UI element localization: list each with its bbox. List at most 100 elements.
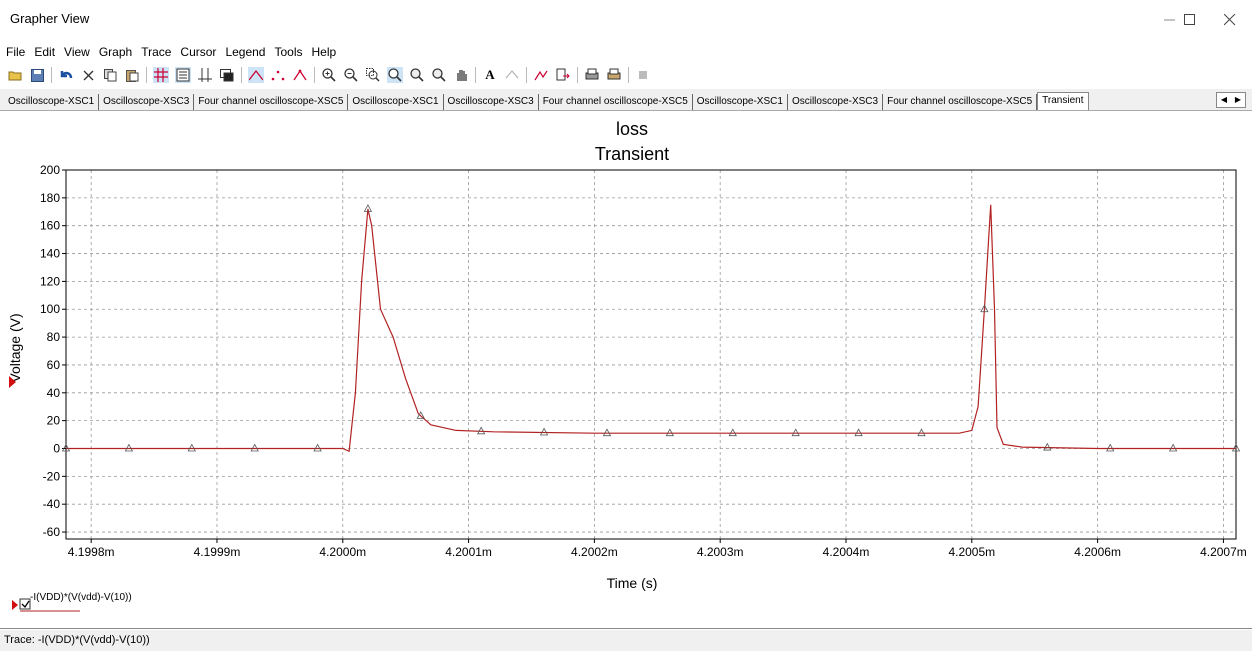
x-tick-label: 4.2002m: [571, 545, 618, 559]
y-axis-label: Voltage (V): [7, 313, 23, 382]
legend-checkbox[interactable]: [19, 598, 31, 610]
menu-legend[interactable]: Legend: [225, 45, 266, 59]
tab-oscilloscope-xsc3[interactable]: Oscilloscope-XSC3: [443, 94, 539, 110]
trace-marker: [124, 443, 134, 452]
scroll-left-icon[interactable]: ◀: [1220, 95, 1228, 104]
zoom-y-icon[interactable]: [431, 67, 447, 83]
y-tick-label: 20: [47, 414, 61, 428]
print-preview-icon[interactable]: [606, 67, 622, 83]
y-tick-label: 100: [40, 302, 60, 316]
x-tick-label: 4.2001m: [445, 545, 492, 559]
window-title: Grapher View: [10, 11, 90, 26]
stop-icon[interactable]: [635, 67, 651, 83]
grid-toggle-icon[interactable]: [153, 67, 169, 83]
trace-marker: [539, 427, 549, 436]
tab-scroll-control: ◀ ▶: [1216, 92, 1246, 108]
trace-marker: [602, 428, 612, 437]
toolbar-separator: [51, 67, 52, 83]
trace-marker: [1231, 443, 1241, 452]
y-tick-label: -20: [43, 469, 61, 483]
grid-lines: [62, 169, 1236, 543]
tab-oscilloscope-xsc1[interactable]: Oscilloscope-XSC1: [692, 94, 788, 110]
y-tick-label: 160: [40, 219, 60, 233]
menu-view[interactable]: View: [64, 45, 90, 59]
y-tick-label: -60: [43, 525, 61, 539]
label-icon[interactable]: [504, 67, 520, 83]
menu-cursor[interactable]: Cursor: [180, 45, 217, 59]
menu-graph[interactable]: Graph: [98, 45, 133, 59]
zoom-in-icon[interactable]: [321, 67, 337, 83]
tab-oscilloscope-xsc1[interactable]: Oscilloscope-XSC1: [348, 94, 444, 110]
tab-four-channel-oscilloscope-xsc5[interactable]: Four channel oscilloscope-XSC5: [883, 94, 1038, 110]
checkmark-icon: [21, 600, 30, 609]
toolbar-separator: [241, 67, 242, 83]
trace-marker: [363, 204, 373, 212]
x-tick-label: 4.2004m: [823, 545, 870, 559]
menu-tools[interactable]: Tools: [274, 45, 303, 59]
tab-oscilloscope-xsc3[interactable]: Oscilloscope-XSC3: [787, 94, 884, 110]
trace-marker: [187, 443, 196, 452]
export-icon[interactable]: [555, 67, 571, 83]
menu-help[interactable]: Help: [311, 45, 337, 59]
x-tick-label: 4.2007m: [1200, 545, 1247, 559]
legend[interactable]: -I(VDD)*(V(vdd)-V(10)): [12, 592, 132, 612]
tab-four-channel-oscilloscope-xsc5[interactable]: Four channel oscilloscope-XSC5: [538, 94, 693, 110]
y-tick-label: 180: [40, 191, 60, 205]
tab-transient[interactable]: Transient: [1037, 92, 1089, 110]
zoom-area-icon[interactable]: [365, 67, 381, 83]
menu-edit[interactable]: Edit: [34, 45, 56, 59]
y-tick-label: 200: [40, 163, 60, 177]
status-bar: Trace: -I(VDD)*(V(vdd)-V(10)): [0, 630, 1252, 651]
paste-icon[interactable]: [124, 67, 140, 83]
minimize-button[interactable]: [1150, 6, 1190, 34]
series-line: [66, 204, 1236, 453]
close-button[interactable]: [1210, 6, 1250, 34]
tab-oscilloscope-xsc1[interactable]: Oscilloscope-XSC1: [4, 94, 100, 110]
tab-oscilloscope-xsc3[interactable]: Oscilloscope-XSC3: [99, 94, 195, 110]
trace-marker: [1043, 442, 1052, 451]
y-tick-label: 140: [40, 247, 60, 261]
transient-chart[interactable]: loss Transient Time (s) Voltage (V) -60-…: [0, 112, 1252, 628]
scroll-right-icon[interactable]: ▶: [1234, 95, 1242, 104]
legend-label: -I(VDD)*(V(vdd)-V(10)): [30, 592, 132, 603]
print-icon[interactable]: [584, 67, 600, 83]
open-folder-icon[interactable]: [7, 67, 23, 83]
trace-marker: [728, 428, 737, 437]
y-tick-label: -40: [43, 497, 61, 511]
trace-marker: [665, 428, 675, 437]
text-annotation-icon[interactable]: A: [485, 67, 495, 82]
trace-marker: [313, 443, 322, 452]
x-tick-label: 4.2005m: [948, 545, 995, 559]
tab-four-channel-oscilloscope-xsc5[interactable]: Four channel oscilloscope-XSC5: [194, 94, 349, 110]
zoom-full-icon[interactable]: [387, 67, 403, 83]
zoom-out-icon[interactable]: [343, 67, 359, 83]
delete-icon[interactable]: [80, 67, 96, 83]
trace-marker: [917, 428, 926, 437]
maximize-button[interactable]: [1170, 6, 1210, 34]
title-bar: Grapher View: [0, 0, 1252, 40]
toolbar-separator: [475, 67, 476, 83]
copy-icon[interactable]: [102, 67, 118, 83]
save-icon[interactable]: [29, 67, 45, 83]
point-trace-icon[interactable]: [270, 67, 286, 83]
graph-panel[interactable]: loss Transient Time (s) Voltage (V) -60-…: [0, 112, 1252, 629]
x-tick-label: 4.2006m: [1074, 545, 1121, 559]
x-axis-label: Time (s): [607, 575, 658, 591]
undo-icon[interactable]: [58, 67, 74, 83]
menu-trace[interactable]: Trace: [141, 45, 172, 59]
legend-toggle-icon[interactable]: [175, 67, 191, 83]
tab-bar: Oscilloscope-XSC1 Oscilloscope-XSC3 Four…: [0, 89, 1252, 111]
menu-file[interactable]: File: [6, 45, 26, 59]
toolbar-separator: [146, 67, 147, 83]
line-trace-icon[interactable]: [248, 67, 264, 83]
zoom-x-icon[interactable]: [409, 67, 425, 83]
pan-hand-icon[interactable]: [453, 67, 469, 83]
trace-marker: [791, 428, 800, 437]
plot-border: [65, 169, 1237, 540]
trace-marker: [416, 411, 425, 419]
line-point-trace-icon[interactable]: [292, 67, 308, 83]
trace-properties-icon[interactable]: [533, 67, 549, 83]
trace-marker: [61, 443, 71, 452]
dark-background-icon[interactable]: [219, 67, 235, 83]
cursor-toggle-icon[interactable]: [197, 67, 213, 83]
